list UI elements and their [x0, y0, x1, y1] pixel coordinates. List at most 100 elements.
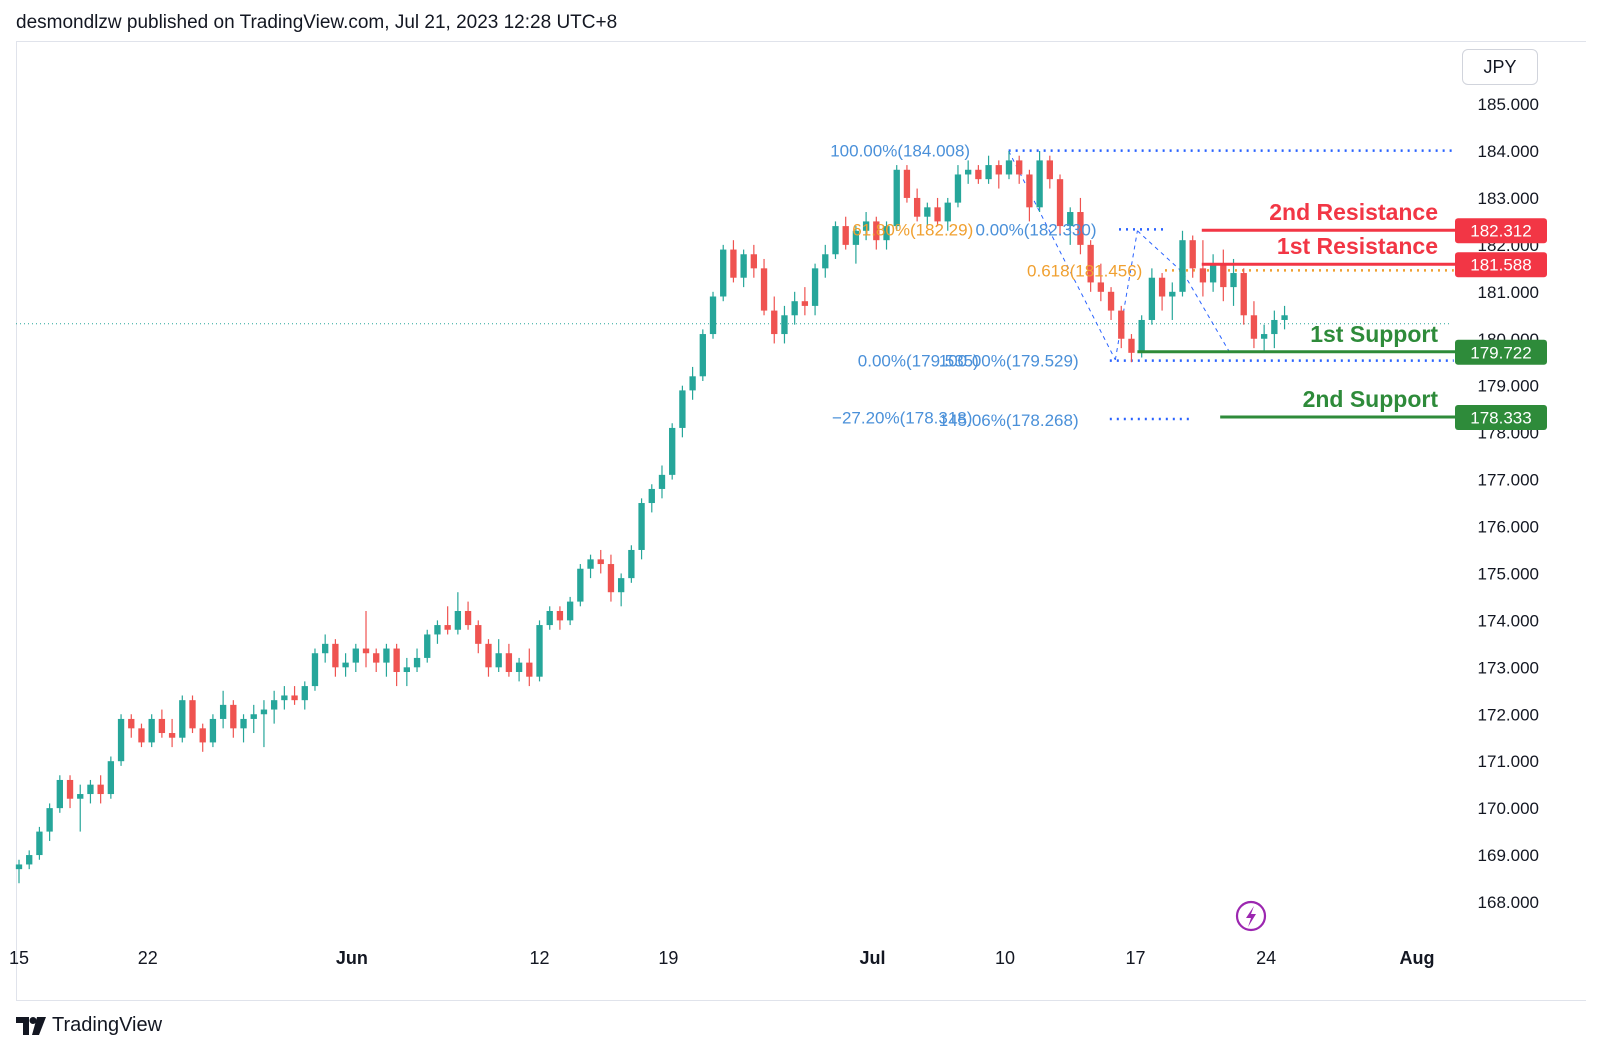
candle — [260, 700, 268, 748]
candle — [219, 690, 227, 729]
candle — [1077, 197, 1084, 255]
candle — [975, 165, 982, 184]
candle — [230, 700, 237, 738]
candle — [699, 329, 706, 381]
candle — [628, 545, 635, 583]
candle — [689, 366, 696, 400]
candle — [566, 596, 574, 626]
candle — [393, 643, 400, 687]
candle — [638, 498, 645, 560]
fib-swing-line — [1008, 150, 1116, 361]
fibonacci-labels: 100.00%(184.008) 61.80%(182.29) 0.00%(182.… — [830, 142, 1142, 430]
price-tick-label: 176.000 — [1478, 518, 1539, 537]
candle — [332, 639, 339, 677]
candle — [1260, 324, 1268, 353]
candle — [434, 620, 441, 644]
candle — [117, 714, 125, 766]
price-tick-label: 169.000 — [1478, 846, 1539, 865]
chart-frame — [16, 41, 1586, 1001]
candle — [66, 775, 74, 809]
candle — [658, 465, 666, 499]
candle — [577, 564, 584, 607]
candle — [771, 296, 778, 344]
currency-selector[interactable]: JPY — [1462, 49, 1538, 85]
candle — [1005, 151, 1013, 180]
candle — [1128, 334, 1135, 363]
candle — [1158, 273, 1166, 311]
price-tick-label: 170.000 — [1478, 799, 1539, 818]
candle — [536, 620, 543, 682]
candle — [240, 714, 247, 743]
price-badge-label: 179.722 — [1470, 343, 1531, 362]
candle — [1026, 169, 1033, 222]
candle — [1250, 301, 1258, 349]
candle — [893, 165, 900, 231]
price-tick-label: 172.000 — [1478, 705, 1539, 724]
candle — [781, 305, 788, 344]
resistance-level[interactable]: 1st Resistance 181.588 — [1201, 233, 1547, 278]
candle — [475, 620, 482, 654]
time-tick-label: 22 — [138, 948, 158, 968]
candle — [291, 686, 298, 705]
candle — [556, 606, 564, 630]
price-axis[interactable]: 185.000184.000183.000182.000181.000180.0… — [1478, 95, 1539, 912]
support-level[interactable]: 2nd Support 178.333 — [1220, 386, 1547, 430]
candle — [760, 258, 768, 316]
candle — [913, 188, 921, 222]
support-resistance-levels[interactable]: 2nd Resistance 182.312 1st Resistance 181.5… — [1137, 199, 1547, 430]
time-tick-label: 24 — [1256, 948, 1276, 968]
candle — [1067, 207, 1074, 245]
candle — [740, 249, 747, 288]
candle — [1169, 282, 1176, 320]
tradingview-logo[interactable]: TradingView — [16, 1014, 162, 1037]
price-tick-label: 185.000 — [1478, 95, 1539, 114]
candle — [148, 714, 155, 748]
price-badge — [1455, 218, 1547, 244]
candle — [26, 850, 33, 870]
candle — [750, 244, 758, 278]
fib-label: 100.00%(179.529) — [939, 352, 1079, 371]
candle — [158, 709, 166, 738]
fibonacci-lines[interactable] — [16, 149, 1454, 421]
candle — [1118, 305, 1125, 349]
price-tick-label: 181.000 — [1478, 283, 1539, 302]
candle — [1148, 268, 1156, 325]
price-badge-label: 181.588 — [1470, 256, 1531, 275]
candle — [944, 197, 951, 231]
resistance-name: 1st Resistance — [1277, 233, 1438, 259]
candle — [546, 606, 553, 630]
candle — [924, 202, 931, 227]
candle — [709, 291, 717, 339]
resistance-name: 2nd Resistance — [1269, 199, 1438, 225]
candle — [352, 643, 359, 673]
price-badge — [1455, 252, 1547, 278]
candlestick-chart[interactable]: 185.000184.000183.000182.000181.000180.0… — [0, 0, 1600, 1010]
candle — [648, 484, 655, 513]
candle — [883, 221, 890, 250]
time-tick-label: Jun — [336, 948, 368, 968]
candle — [995, 160, 1002, 189]
fib-label: 0.618(181.456) — [1027, 261, 1142, 280]
alert-icon[interactable] — [1235, 900, 1267, 932]
candle — [168, 718, 176, 748]
support-level[interactable]: 1st Support 179.722 — [1137, 321, 1547, 365]
fib-swing-line — [1137, 230, 1184, 274]
candle — [822, 244, 829, 278]
support-name: 2nd Support — [1303, 386, 1439, 412]
candle — [311, 648, 319, 691]
published-header: desmondlzw published on TradingView.com,… — [16, 12, 618, 33]
price-tick-label: 168.000 — [1478, 893, 1539, 912]
candle — [617, 573, 625, 607]
candle — [832, 221, 839, 259]
candle — [413, 648, 421, 673]
candle — [464, 601, 472, 630]
candle — [903, 165, 911, 203]
resistance-level[interactable]: 2nd Resistance 182.312 — [1201, 199, 1547, 244]
candle — [852, 226, 860, 264]
price-tick-label: 171.000 — [1478, 752, 1539, 771]
time-axis[interactable]: 15 22 Jun 12 19 Jul 10 17 24 Aug — [9, 948, 1435, 968]
candle — [87, 779, 94, 804]
candle — [505, 643, 513, 677]
candle — [495, 639, 502, 673]
candle — [179, 695, 186, 743]
